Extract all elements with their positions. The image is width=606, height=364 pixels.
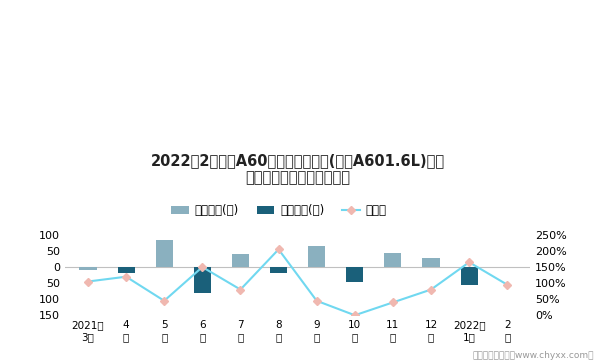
Title: 2022年2月风神A60旗下最畅销轿车(风神A601.6L)近一
年库存情况及产销率统计图: 2022年2月风神A60旗下最畅销轿车(风神A601.6L)近一 年库存情况及产… bbox=[150, 153, 445, 185]
产销率 bbox=[122, 274, 130, 279]
产销率 bbox=[161, 298, 168, 303]
产销率 bbox=[84, 279, 92, 284]
Bar bbox=[194, 267, 211, 293]
产销率 bbox=[351, 313, 358, 317]
产销率 bbox=[504, 282, 511, 287]
Bar bbox=[308, 246, 325, 267]
Line: 产销率: 产销率 bbox=[85, 246, 510, 318]
产销率 bbox=[199, 265, 206, 269]
产销率 bbox=[389, 300, 396, 305]
Bar bbox=[232, 254, 249, 267]
Bar bbox=[156, 240, 173, 267]
Bar bbox=[270, 267, 287, 273]
产销率 bbox=[465, 260, 473, 264]
产销率 bbox=[313, 298, 321, 303]
Legend: 积压库存(辆), 清仓库存(辆), 产销率: 积压库存(辆), 清仓库存(辆), 产销率 bbox=[167, 199, 391, 222]
产销率 bbox=[427, 287, 435, 292]
产销率 bbox=[275, 247, 282, 252]
Bar bbox=[79, 267, 96, 270]
Bar bbox=[384, 253, 402, 267]
Bar bbox=[461, 267, 478, 285]
Bar bbox=[118, 267, 135, 273]
Bar bbox=[422, 258, 439, 267]
Text: 制图：智研咨询（www.chyxx.com）: 制图：智研咨询（www.chyxx.com） bbox=[473, 351, 594, 360]
Bar bbox=[346, 267, 364, 281]
产销率 bbox=[237, 287, 244, 292]
